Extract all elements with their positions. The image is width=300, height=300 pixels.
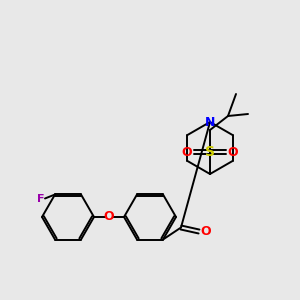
Text: O: O [182,146,192,158]
Text: O: O [228,146,238,158]
Text: O: O [201,225,211,238]
Text: S: S [205,145,215,159]
Text: F: F [37,194,45,205]
Text: N: N [205,116,215,128]
Text: O: O [104,211,114,224]
